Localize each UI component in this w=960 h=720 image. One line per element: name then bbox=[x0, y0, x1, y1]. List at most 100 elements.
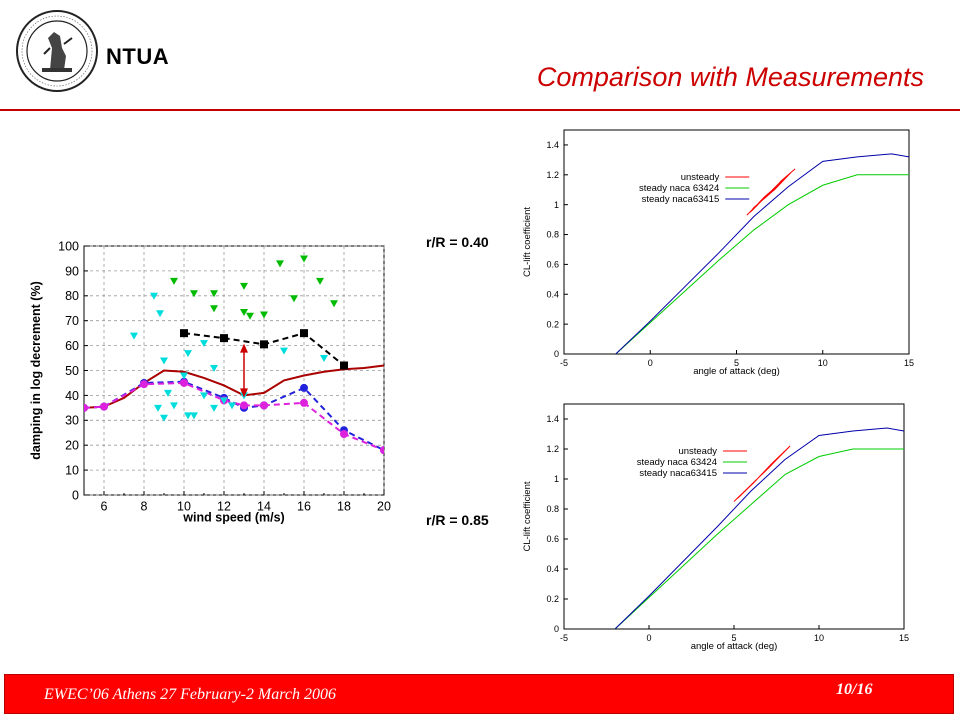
y-tick-label: 0.8 bbox=[546, 230, 559, 240]
y-tick-label: 0.2 bbox=[546, 319, 559, 329]
header-rule bbox=[0, 109, 960, 111]
y-tick-label: 0.8 bbox=[546, 504, 559, 514]
x-tick-label: 10 bbox=[177, 500, 191, 514]
data-point bbox=[190, 290, 198, 298]
y-tick-label: 1.4 bbox=[546, 414, 559, 424]
ntua-seal-logo bbox=[16, 10, 98, 92]
x-tick-label: 16 bbox=[297, 500, 311, 514]
data-point bbox=[160, 357, 168, 365]
data-point bbox=[150, 292, 158, 300]
y-tick-label: 1 bbox=[554, 474, 559, 484]
y-tick-label: 0 bbox=[554, 349, 559, 359]
data-point bbox=[200, 392, 208, 400]
radius-label-040: r/R = 0.40 bbox=[426, 234, 489, 250]
x-tick-label: 12 bbox=[217, 500, 231, 514]
data-point bbox=[300, 383, 308, 392]
plot-frame bbox=[563, 129, 910, 355]
data-point bbox=[316, 277, 324, 285]
x-tick-label: 18 bbox=[337, 500, 351, 514]
x-tick-label: 5 bbox=[731, 633, 736, 643]
series-line-1 bbox=[614, 448, 904, 629]
data-point bbox=[180, 372, 188, 380]
data-point bbox=[280, 347, 288, 355]
data-point bbox=[180, 378, 188, 387]
legend-label: unsteady bbox=[678, 446, 717, 457]
data-point bbox=[170, 277, 178, 285]
y-tick-label: 30 bbox=[65, 414, 79, 428]
legend-label: steady naca63415 bbox=[642, 194, 720, 205]
y-tick-label: 80 bbox=[65, 289, 79, 303]
data-point bbox=[160, 414, 168, 422]
y-tick-label: 1 bbox=[554, 200, 559, 210]
data-point bbox=[200, 340, 208, 348]
data-point bbox=[184, 350, 192, 358]
legend-label: steady naca 63424 bbox=[637, 457, 717, 468]
data-point bbox=[340, 361, 348, 370]
data-point bbox=[156, 310, 164, 318]
y-axis-label: CL-lift coefficient bbox=[522, 481, 533, 551]
data-point bbox=[190, 412, 198, 420]
data-point bbox=[180, 329, 188, 338]
y-tick-label: 0.6 bbox=[546, 534, 559, 544]
plot-area bbox=[615, 153, 909, 354]
y-tick-label: 1.4 bbox=[546, 140, 559, 150]
y-tick-label: 50 bbox=[65, 364, 79, 378]
data-point bbox=[240, 401, 248, 410]
plot-area bbox=[84, 255, 384, 455]
series-line-3 bbox=[84, 381, 384, 452]
plot-area bbox=[614, 427, 904, 629]
x-tick-label: 15 bbox=[899, 633, 909, 643]
y-tick-label: 0.6 bbox=[546, 260, 559, 270]
y-axis-label: damping in log decrement (%) bbox=[29, 281, 43, 460]
x-tick-label: -5 bbox=[560, 358, 568, 368]
legend-label: steady naca63415 bbox=[639, 468, 717, 479]
x-tick-label: 8 bbox=[141, 500, 148, 514]
y-axis-label: CL-lift coefficient bbox=[522, 207, 533, 277]
legend-label: steady naca 63424 bbox=[639, 183, 719, 194]
brand-name: NTUA bbox=[106, 44, 170, 69]
data-point bbox=[300, 329, 308, 338]
x-axis-label: angle of attack (deg) bbox=[691, 641, 778, 652]
data-point bbox=[320, 355, 328, 363]
data-point bbox=[380, 446, 384, 455]
y-tick-label: 70 bbox=[65, 314, 79, 328]
data-point bbox=[240, 282, 248, 290]
y-tick-label: 20 bbox=[65, 439, 79, 453]
data-point bbox=[240, 308, 248, 316]
y-tick-label: 0.4 bbox=[546, 289, 559, 299]
series-line-1 bbox=[615, 174, 909, 354]
footer-bar bbox=[4, 674, 954, 714]
damping-chart: 0 10 20 30 40 50 60 70 80 90 100 6 8 10 12 14 16 18 20 wind… bbox=[29, 239, 391, 525]
series-line-2 bbox=[615, 153, 909, 354]
y-tick-label: 0.2 bbox=[546, 594, 559, 604]
x-tick-label: 6 bbox=[101, 500, 108, 514]
x-axis-label: wind speed (m/s) bbox=[182, 511, 284, 525]
data-point bbox=[100, 402, 108, 411]
series-line-0 bbox=[746, 168, 796, 216]
y-tick-label: 0 bbox=[72, 488, 79, 502]
data-point bbox=[260, 340, 268, 349]
y-tick-label: 0 bbox=[554, 624, 559, 634]
data-point bbox=[154, 404, 162, 412]
data-point bbox=[228, 402, 236, 410]
data-point bbox=[260, 311, 268, 319]
data-point bbox=[170, 402, 178, 410]
data-point bbox=[290, 295, 298, 303]
y-tick-label: 10 bbox=[65, 463, 79, 477]
x-tick-label: 0 bbox=[648, 358, 653, 368]
data-point bbox=[164, 389, 172, 397]
data-point bbox=[340, 429, 348, 438]
footer: EWEC’06 Athens 27 February-2 March 2006 … bbox=[0, 668, 960, 720]
x-tick-label: 0 bbox=[646, 633, 651, 643]
series-line-2 bbox=[614, 427, 904, 629]
page-number: 10/16 bbox=[836, 681, 873, 698]
y-tick-label: 100 bbox=[58, 239, 79, 253]
slide-title: Comparison with Measurements bbox=[536, 62, 924, 92]
data-point bbox=[246, 312, 254, 320]
data-point bbox=[220, 334, 228, 343]
x-tick-label: 14 bbox=[257, 500, 271, 514]
data-point bbox=[276, 260, 284, 268]
data-point bbox=[300, 398, 308, 407]
radius-label-085: r/R = 0.85 bbox=[426, 512, 489, 528]
x-tick-label: 10 bbox=[814, 633, 824, 643]
